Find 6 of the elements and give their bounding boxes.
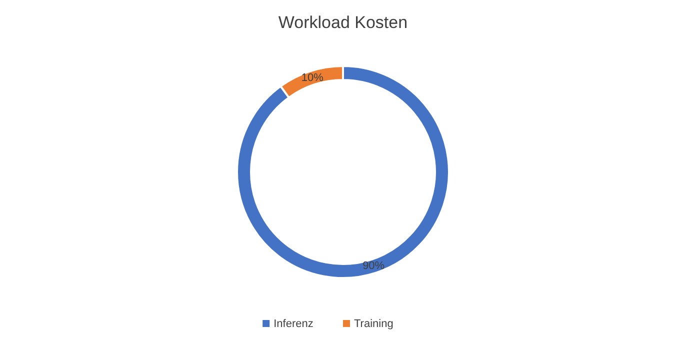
legend-label: Training — [354, 318, 394, 330]
chart-title: Workload Kosten — [278, 13, 408, 32]
data-label: 90% — [362, 260, 385, 272]
data-label: 10% — [301, 72, 324, 84]
donut-slice — [236, 65, 450, 279]
legend-label: Inferenz — [274, 318, 314, 330]
